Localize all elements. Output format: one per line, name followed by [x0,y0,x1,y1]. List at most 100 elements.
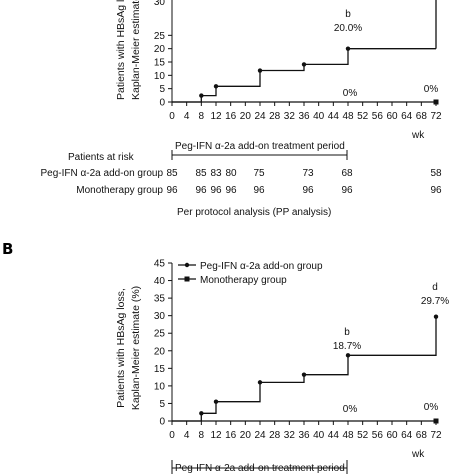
risk-value-monotherapy: 96 [166,185,178,196]
panel-a-y-tick-label-top: 30 [154,0,166,8]
panel-b-x-tick-label: 32 [284,430,296,441]
panel-a-x-tick-label: 4 [184,111,190,122]
risk-value-monotherapy: 96 [253,185,265,196]
panel-b-y-tick-label: 40 [154,276,166,287]
panel-b-y-tick-label: 20 [154,346,166,357]
panel-b-x-tick-label: 0 [169,430,175,441]
risk-value-peg-ifn: 68 [341,168,353,179]
panel-b-x-tick-label: 52 [357,430,369,441]
panel-b-peg-ifn-point [301,372,307,377]
panel-b-x-tick-label: 12 [210,430,222,441]
legend-marker-peg-ifn [184,262,190,268]
panel-b-peg-ifn-point [345,353,351,358]
risk-value-monotherapy: 96 [210,185,222,196]
panel-b-x-tick-label: 24 [254,430,266,441]
panel-a-x-tick-label: 40 [313,111,325,122]
panel-a-peg-ifn-point [301,62,307,67]
panel-b-y-tick-label: 25 [154,329,166,340]
risk-value-peg-ifn: 85 [195,168,207,179]
panel-b-x-tick-label: 40 [313,430,325,441]
panel-a-y-tick-label: 20 [154,44,166,55]
panel-b-y-tick-label: 45 [154,259,166,270]
panel-a-chart: Patients with HBsAg lo Kaplan-Meier esti… [40,0,442,218]
patients-at-risk-title: Patients at risk [68,152,135,163]
panel-b-peg-ifn-point [213,399,219,404]
panel-b-peg-ifn-point [433,314,439,319]
panel-b-annotation-d-letter: d [432,282,438,293]
panel-a-series-line-peg-ifn [172,48,436,103]
panel-a-x-tick-label: 56 [372,111,384,122]
panel-a-x-tick-label: 20 [240,111,252,122]
panel-a-annotation-value: 20.0% [334,23,362,34]
panel-a-ylabel-line-1: Patients with HBsAg lo [115,0,127,100]
panel-b-legend: Peg-IFN α-2a add-on group Monotherapy gro… [178,261,323,286]
panel-b-x-tick-label: 48 [342,430,354,441]
risk-value-peg-ifn: 75 [253,168,265,179]
panel-a-x-tick-label: 48 [342,111,354,122]
panel-b-wk-label: wk [411,449,425,460]
panel-a-treatment-bracket [171,150,348,160]
panel-a-peg-ifn-point [213,84,219,89]
panel-b-x-tick-label: 8 [199,430,205,441]
panel-a-x-tick-label: 32 [284,111,296,122]
risk-value-monotherapy: 96 [341,185,353,196]
panel-b-x-tick-label: 68 [416,430,428,441]
panel-a-x-tick-label: 8 [199,111,205,122]
panel-b-x-tick-label: 44 [328,430,340,441]
panel-a-monotherapy-point [433,99,439,105]
panel-a-peg-ifn-point [345,46,351,51]
panel-a-treatment-period-label: Peg-IFN α-2a add-on treatment period [175,141,345,152]
panel-b-treatment-period-label: Peg-IFN α-2a add-on treatment period [175,463,345,474]
risk-group-peg-label: Peg-IFN α-2a add-on group [40,168,163,179]
panel-b-y-tick-label: 10 [154,381,166,392]
panel-b-x-tick-label: 16 [225,430,237,441]
panel-b-x-tick-label: 20 [240,430,252,441]
panel-b-x-tick-label: 4 [184,430,190,441]
panel-a-y-tick-label: 0 [159,98,165,109]
panel-a-x-tick-label: 52 [357,111,369,122]
panel-b-x-tick-label: 64 [401,430,413,441]
panel-b-y-tick-label: 0 [159,417,165,428]
pp-analysis-footnote: Per protocol analysis (PP analysis) [177,207,331,218]
panel-b-y-tick-label: 5 [159,399,165,410]
risk-value-monotherapy: 96 [225,185,237,196]
panel-b-annotation-b-letter: b [344,327,350,338]
risk-value-peg-ifn: 83 [210,168,222,179]
panel-a-mono-label-48: 0% [343,88,358,99]
panel-a-x-tick-label: 28 [269,111,281,122]
panel-a-x-tick-label: 0 [169,111,175,122]
panel-a-annotation-letter: b [345,9,351,20]
risk-value-peg-ifn: 73 [302,168,314,179]
panel-a-x-tick-label: 68 [416,111,428,122]
panel-b-y-tick-label: 15 [154,364,166,375]
panel-a-x-tick-label: 16 [225,111,237,122]
panel-a-y-tick-label: 25 [154,31,166,42]
risk-group-mono-label: Monotherapy group [76,185,163,196]
panel-b-y-tick-label: 30 [154,311,166,322]
risk-value-monotherapy: 96 [302,185,314,196]
panel-b-annotation-b-value: 18.7% [333,341,361,352]
legend-marker-monotherapy [184,276,190,282]
panel-a-ylabel-line-2: Kaplan-Meier estimate [130,0,142,100]
panel-b-ylabel-line-2: Kaplan-Meier estimate (%) [130,286,142,410]
panel-a-peg-ifn-point [199,93,204,98]
panel-b-mono-label-72: 0% [424,402,439,413]
panel-b-x-tick-label: 72 [430,430,442,441]
panel-b-peg-ifn-point [257,380,263,385]
panel-a-y-tick-label: 10 [154,71,166,82]
panel-b-mono-label-48: 0% [343,404,358,415]
panel-a-x-tick-label: 72 [430,111,442,122]
panel-a-x-tick-label: 24 [254,111,266,122]
panel-b-ylabel-line-1: Patients with HBsAg loss, [115,288,127,408]
panel-b-x-tick-label: 28 [269,430,281,441]
panel-b-treatment-bracket [171,460,348,474]
panel-b-annotation-d-value: 29.7% [421,296,449,307]
risk-value-peg-ifn: 85 [166,168,178,179]
panel-a-y-tick-label: 15 [154,58,166,69]
panel-b-x-tick-label: 56 [372,430,384,441]
risk-value-peg-ifn: 80 [225,168,237,179]
panel-a-x-tick-label: 12 [210,111,222,122]
legend-label-peg-ifn: Peg-IFN α-2a add-on group [200,261,323,272]
risk-value-peg-ifn: 58 [430,168,442,179]
